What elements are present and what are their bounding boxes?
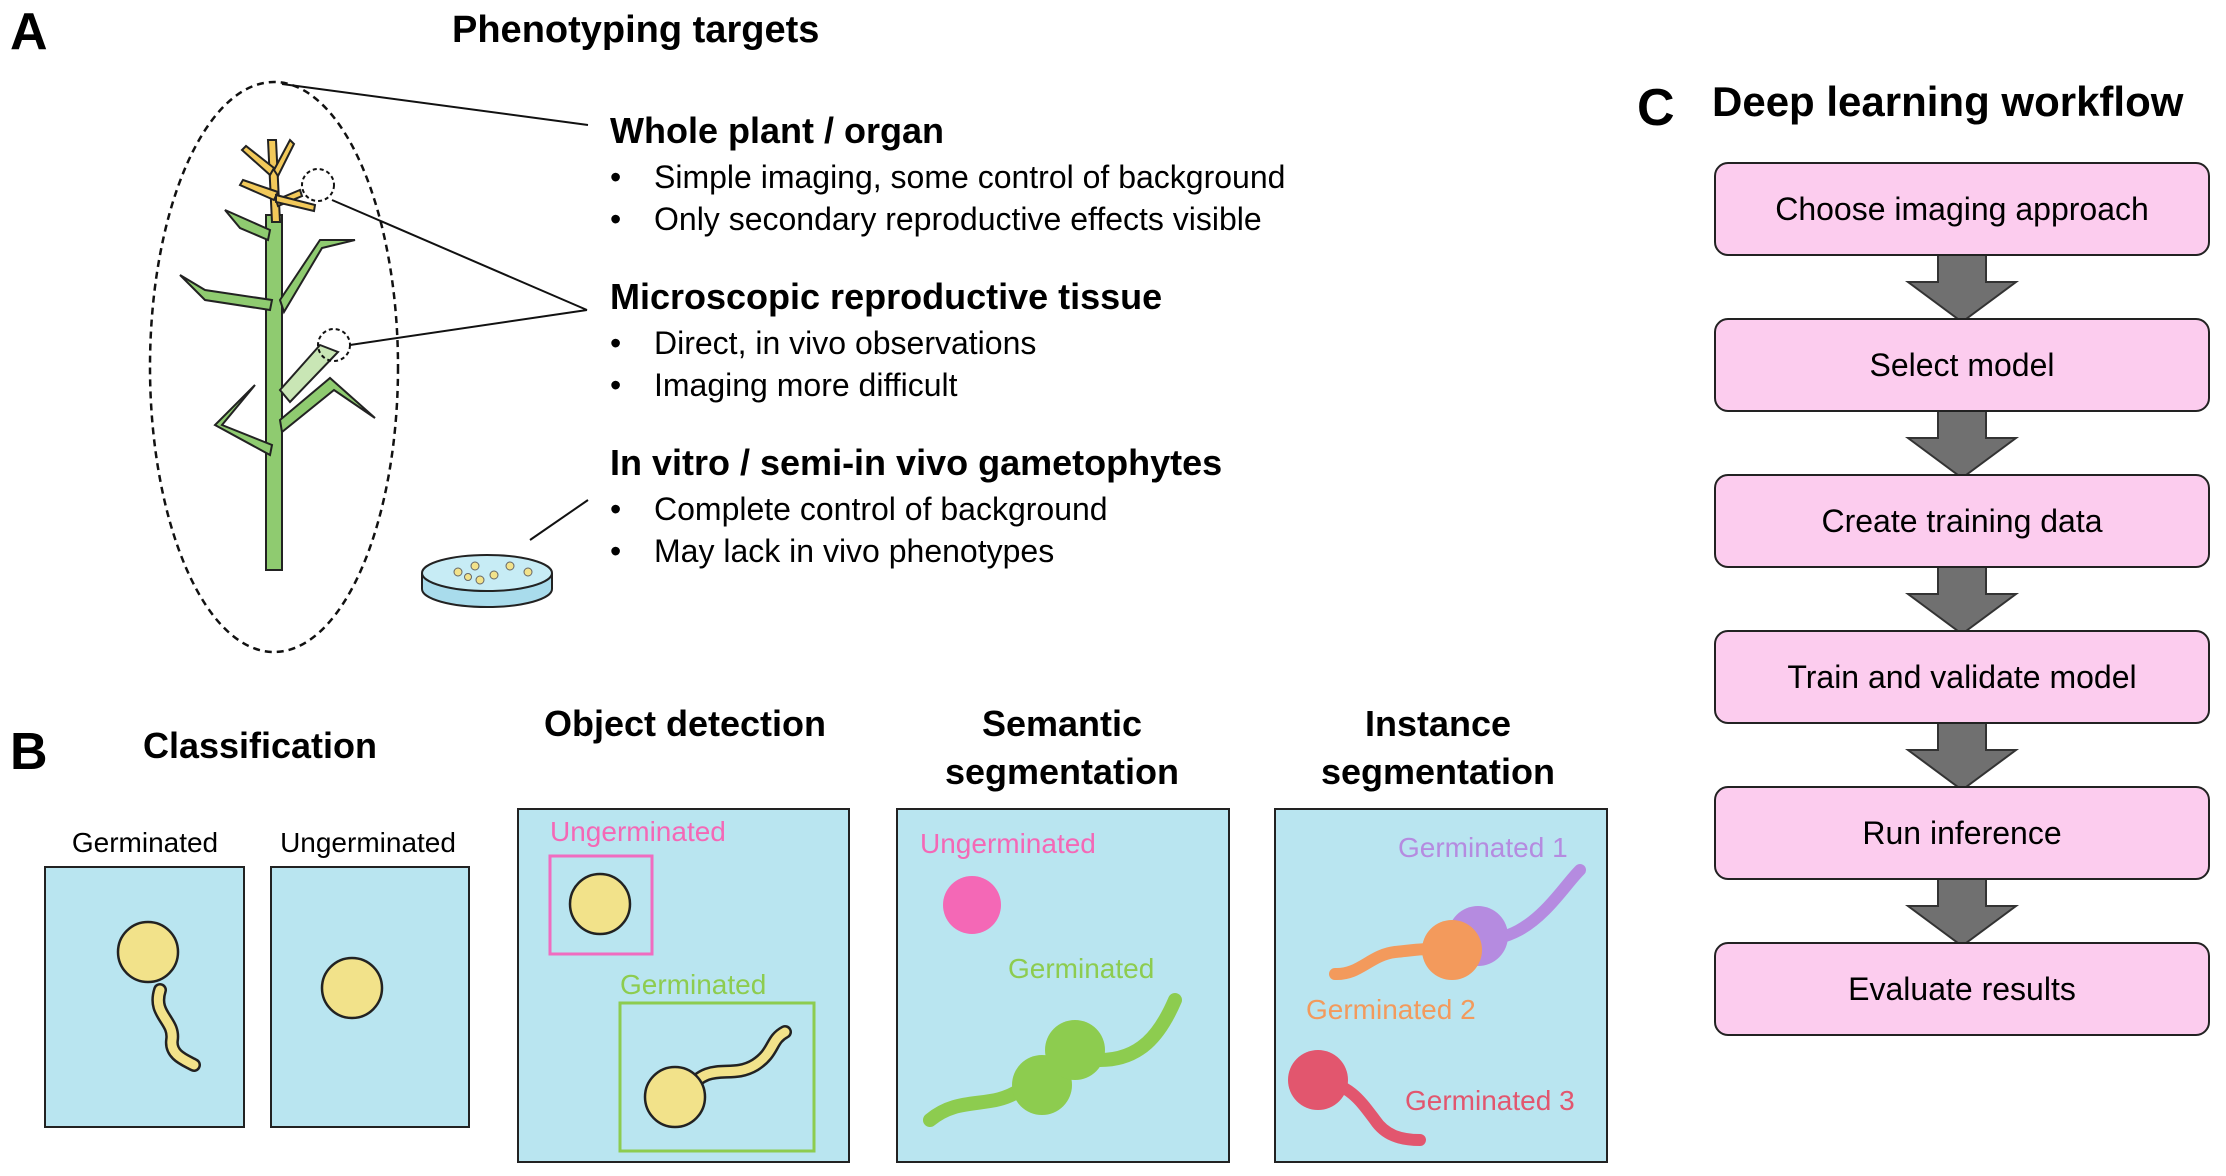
panel-c-letter: C (1637, 79, 1675, 137)
connector-line-ear (349, 309, 588, 346)
classification-label-ungerminated: Ungerminated (280, 827, 456, 858)
connector-line-tassel (331, 199, 588, 311)
workflow-step-train-validate: Train and validate model (1714, 630, 2210, 724)
group-in-vitro-bullet-2: May lack in vivo phenotypes (610, 530, 1054, 572)
semantic-segmentation-title: Semantic segmentation (944, 703, 1180, 792)
instance-2-mask (1329, 920, 1482, 980)
workflow-arrow-1 (1904, 253, 2020, 324)
workflow-arrow-3 (1904, 565, 2020, 636)
group-microscopic-bullet-2: Imaging more difficult (610, 364, 958, 406)
workflow-arrow-5 (1904, 877, 2020, 948)
object-detection-title: Object detection (543, 703, 827, 744)
panel-c-title: Deep learning workflow (1712, 78, 2184, 125)
workflow-step-select-model: Select model (1714, 318, 2210, 412)
classification-label-germinated: Germinated (71, 827, 219, 858)
detected-ungerminated-pollen-icon (568, 872, 632, 936)
instance-3-mask (1288, 1050, 1426, 1146)
instance-label-germinated-2: Germinated 2 (1306, 994, 1476, 1025)
panel-a-letter: A (10, 3, 48, 61)
connector-line-whole-plant (281, 83, 589, 126)
panel-b-letter: B (10, 723, 48, 781)
petri-dish-icon (421, 554, 553, 608)
connector-line-dish (529, 499, 589, 541)
plant-dashed-ellipse (148, 80, 400, 654)
workflow-step-choose-imaging: Choose imaging approach (1714, 162, 2210, 256)
semantic-germinated-mask (923, 993, 1182, 1127)
semantic-ungerminated-mask (943, 876, 1001, 934)
instance-segmentation-title: Instance segmentation (1320, 703, 1556, 792)
workflow-step-evaluate-results: Evaluate results (1714, 942, 2210, 1036)
ungerminated-pollen-icon (320, 956, 384, 1020)
ungerminated-bounding-box (548, 854, 654, 956)
workflow-step-create-training-data: Create training data (1714, 474, 2210, 568)
group-whole-plant-bullet-1: Simple imaging, some control of backgrou… (610, 156, 1285, 198)
group-in-vitro-bullet-1: Complete control of background (610, 488, 1108, 530)
panel-a-title: Phenotyping targets (452, 9, 820, 51)
workflow-step-run-inference: Run inference (1714, 786, 2210, 880)
semantic-label-ungerminated: Ungerminated (920, 828, 1096, 859)
classification-germinated-box (44, 866, 245, 1128)
germinated-bounding-box (618, 1001, 816, 1153)
group-whole-plant-bullet-2: Only secondary reproductive effects visi… (610, 198, 1262, 240)
group-whole-plant-heading: Whole plant / organ (610, 110, 944, 151)
classification-title: Classification (142, 725, 378, 766)
group-microscopic-heading: Microscopic reproductive tissue (610, 276, 1163, 317)
instance-label-germinated-3: Germinated 3 (1405, 1085, 1575, 1116)
object-detection-label-germinated: Germinated (620, 969, 767, 1000)
workflow-arrow-4 (1904, 721, 2020, 792)
detected-germinated-pollen-icon (643, 1025, 792, 1129)
instance-label-germinated-1: Germinated 1 (1398, 832, 1568, 863)
group-microscopic-bullet-1: Direct, in vivo observations (610, 322, 1036, 364)
maize-plant-icon (179, 138, 376, 571)
workflow-arrow-2 (1904, 409, 2020, 480)
germinated-pollen-icon (116, 920, 201, 1072)
object-detection-label-ungerminated: Ungerminated (550, 816, 726, 847)
group-in-vitro-heading: In vitro / semi-in vivo gametophytes (610, 442, 1223, 483)
semantic-label-germinated: Germinated (1008, 953, 1155, 984)
